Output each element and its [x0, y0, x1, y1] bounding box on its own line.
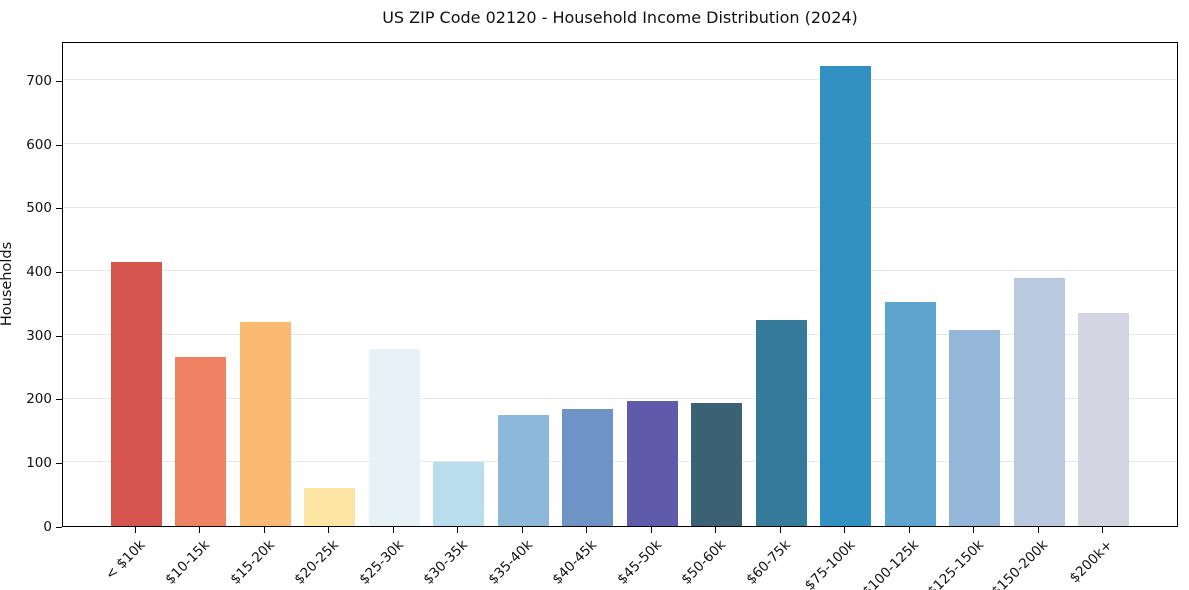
x-tick-mark — [908, 527, 910, 533]
y-tick-label: 500 — [26, 200, 52, 217]
gridline-y-700 — [63, 79, 1177, 81]
bar — [820, 66, 872, 526]
y-tick-mark — [56, 80, 62, 83]
x-tick-label-text: $40-45k — [549, 537, 601, 588]
y-tick-label: 0 — [43, 518, 52, 535]
x-tick-label-text: $10-15k — [162, 537, 214, 588]
x-tick-label-text: $50-60k — [678, 537, 730, 588]
y-tick-label: 400 — [26, 263, 52, 280]
x-tick-label-text: $20-25k — [291, 537, 343, 588]
x-tick-mark — [1037, 527, 1039, 533]
gridline-y-400 — [63, 270, 1177, 272]
y-tick-label: 600 — [26, 136, 52, 153]
x-tick-mark — [844, 527, 846, 533]
x-tick-label-text: $150-200k — [988, 537, 1052, 590]
y-tick-label: 100 — [26, 454, 52, 471]
x-tick-mark — [715, 527, 717, 533]
x-tick-label-text: < $10k — [102, 537, 149, 584]
gridline-y-300 — [63, 334, 1177, 336]
gridline-y-600 — [63, 143, 1177, 145]
x-tick-mark — [134, 527, 136, 533]
bar — [755, 319, 807, 526]
x-tick-label-text: $35-40k — [484, 537, 536, 588]
x-tick-label-text: $75-100k — [801, 537, 859, 590]
x-tick-mark — [457, 527, 459, 533]
x-tick-label-text: $30-35k — [420, 537, 472, 588]
gridline-y-200 — [63, 397, 1177, 399]
x-tick-label-text: $45-50k — [613, 537, 665, 588]
x-tick-label-text: $125-150k — [924, 537, 988, 590]
y-tick-mark — [56, 462, 62, 465]
x-tick-mark — [328, 527, 330, 533]
x-tick-label-text: $15-20k — [226, 537, 278, 588]
y-tick-mark — [56, 208, 62, 210]
y-tick-label: 300 — [26, 327, 52, 344]
bar — [175, 357, 227, 526]
x-tick-mark — [1102, 527, 1104, 533]
bar — [626, 400, 678, 526]
bar — [497, 415, 549, 526]
bar — [368, 349, 420, 526]
bar — [433, 461, 485, 526]
y-axis-label: Households — [0, 241, 15, 327]
x-tick-mark — [199, 527, 201, 533]
x-tick-mark — [650, 527, 652, 533]
gridline-y-100 — [63, 461, 1177, 463]
plot-area — [62, 42, 1178, 527]
x-tick-mark — [392, 527, 394, 533]
y-tick-mark — [56, 144, 62, 146]
bar — [949, 329, 1001, 526]
x-tick-label-text: $60-75k — [742, 537, 794, 588]
y-tick-label: 200 — [26, 391, 52, 408]
y-tick-mark — [56, 399, 62, 401]
x-tick-label-text: $100-125k — [859, 537, 923, 590]
gridline-y-500 — [63, 206, 1177, 208]
y-tick-label: 700 — [26, 72, 52, 89]
bar — [562, 408, 614, 526]
x-tick-label-text: $25-30k — [355, 537, 407, 588]
bar — [1078, 312, 1130, 526]
bar — [1013, 277, 1065, 526]
bar — [110, 261, 162, 526]
x-tick-label-text: $200k+ — [1066, 537, 1117, 587]
y-tick-mark — [56, 335, 62, 337]
y-tick-mark — [56, 526, 62, 528]
bar — [691, 403, 743, 526]
x-tick-mark — [263, 527, 265, 533]
x-tick-mark — [973, 527, 975, 533]
x-tick-mark — [521, 527, 523, 533]
chart-title: US ZIP Code 02120 - Household Income Dis… — [382, 8, 858, 27]
y-tick-mark — [56, 271, 62, 274]
bar — [239, 322, 291, 526]
x-tick-mark — [779, 527, 781, 533]
bar — [884, 301, 936, 526]
x-tick-mark — [586, 527, 588, 533]
bar — [304, 487, 356, 526]
